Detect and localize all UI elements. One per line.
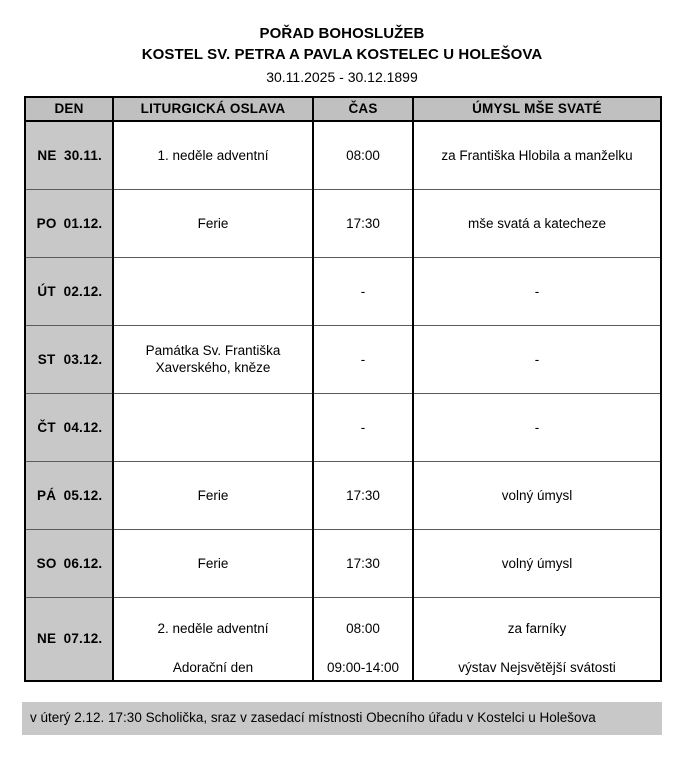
table-row: ÚT 02.12. - - [25,257,661,326]
day-of-week: ČT [37,419,56,435]
cell-intention: za farníky výstav Nejsvětější svátosti [413,597,661,681]
day-date: 30.11. [64,147,102,163]
cell-feast: Ferie [113,529,314,598]
cell-intention: za Františka Hlobila a manželku [413,121,661,190]
feast-line-1: Památka Sv. Františka [145,343,281,358]
cell-time: 17:30 [313,189,414,258]
cell-time: - [313,393,414,462]
time-line-1: 08:00 [346,620,380,636]
day-date: 03.12. [63,351,103,367]
page-date-range: 30.11.2025 - 30.12.1899 [266,69,418,85]
feast-line-1: 2. neděle adventní [157,620,269,636]
footer-note: v úterý 2.12. 17:30 Scholička, sraz v za… [22,702,662,735]
column-header-time: ČAS [313,97,414,122]
feast-line-2: Xaverského, kněze [155,360,271,375]
table-row: PÁ 05.12. Ferie 17:30 volný úmysl [25,461,661,530]
day-date: 05.12. [63,487,103,503]
feast-line-2: Adorační den [172,659,254,675]
day-of-week: ÚT [37,283,56,299]
cell-intention: - [413,393,661,462]
table-row: SO 06.12. Ferie 17:30 volný úmysl [25,529,661,598]
cell-day: SO 06.12. [25,529,114,598]
cell-feast [113,257,314,326]
schedule-table: DEN LITURGICKÁ OSLAVA ČAS ÚMYSL MŠE SVAT… [24,96,662,682]
day-date: 04.12. [63,419,103,435]
cell-feast: Památka Sv. Františka Xaverského, kněze [113,325,314,394]
cell-time: - [313,325,414,394]
cell-day: ČT 04.12. [25,393,114,462]
day-of-week: SO [36,555,57,571]
table-row: NE 07.12. 2. neděle adventní Adorační den… [25,597,661,681]
cell-time: 08:00 [313,121,414,190]
table-row: PO 01.12. Ferie 17:30 mše svatá a kateche… [25,189,661,258]
intention-line-1: za farníky [507,620,567,636]
schedule-table-container: DEN LITURGICKÁ OSLAVA ČAS ÚMYSL MŠE SVAT… [24,96,662,682]
cell-feast: 1. neděle adventní [113,121,314,190]
table-header-row: DEN LITURGICKÁ OSLAVA ČAS ÚMYSL MŠE SVAT… [25,97,661,122]
cell-intention: mše svatá a katecheze [413,189,661,258]
column-header-day: DEN [25,97,114,122]
cell-intention: - [413,325,661,394]
page-subtitle-church: KOSTEL SV. PETRA A PAVLA KOSTELEC U HOLE… [141,46,543,63]
day-date: 07.12. [63,631,103,647]
day-of-week: PÁ [37,487,57,503]
cell-day: ST 03.12. [25,325,114,394]
cell-feast: Ferie [113,189,314,258]
cell-feast: 2. neděle adventní Adorační den [113,597,314,681]
cell-intention: - [413,257,661,326]
day-date: 06.12. [63,555,103,571]
column-header-feast: LITURGICKÁ OSLAVA [113,97,314,122]
table-row: NE 30.11. 1. neděle adventní 08:00 za Fra… [25,121,661,190]
day-of-week: NE [37,147,57,163]
cell-day: NE 30.11. [25,121,114,190]
cell-intention: volný úmysl [413,461,661,530]
day-of-week: ST [37,351,56,367]
table-row: ČT 04.12. - - [25,393,661,462]
cell-day: PO 01.12. [25,189,114,258]
table-row: ST 03.12. Památka Sv. Františka Xaverskéh… [25,325,661,394]
cell-time: 08:00 09:00-14:00 [313,597,414,681]
cell-time: - [313,257,414,326]
cell-day: PÁ 05.12. [25,461,114,530]
cell-day: ÚT 02.12. [25,257,114,326]
cell-feast [113,393,314,462]
cell-intention: volný úmysl [413,529,661,598]
cell-feast: Ferie [113,461,314,530]
intention-line-2: výstav Nejsvětější svátosti [458,659,616,675]
cell-time: 17:30 [313,461,414,530]
cell-day: NE 07.12. [25,597,114,681]
day-of-week: PO [36,215,57,231]
day-date: 02.12. [63,283,103,299]
column-header-intention: ÚMYSL MŠE SVATÉ [413,97,661,122]
document-header: POŘAD BOHOSLUŽEB KOSTEL SV. PETRA A PAVL… [0,0,684,87]
cell-time: 17:30 [313,529,414,598]
time-line-2: 09:00-14:00 [326,659,400,675]
day-of-week: NE [37,631,57,647]
page-title: POŘAD BOHOSLUŽEB [259,25,425,42]
day-date: 01.12. [63,215,103,231]
